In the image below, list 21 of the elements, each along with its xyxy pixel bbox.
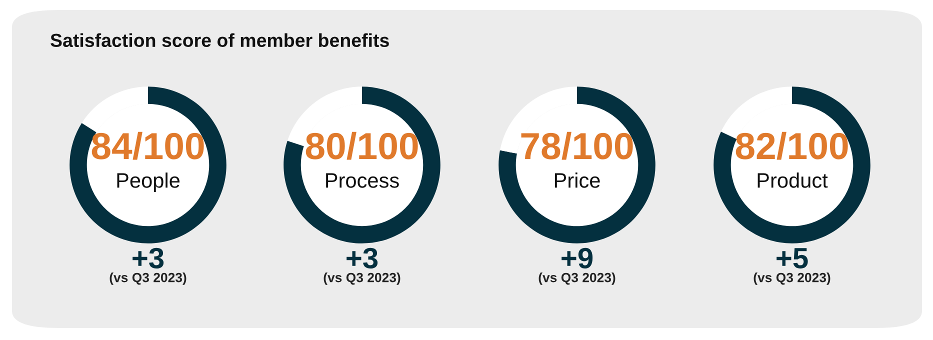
text: Product bbox=[758, 172, 828, 188]
text: (vs Q3 2023) bbox=[324, 272, 400, 285]
text: (vs Q3 2023) bbox=[754, 272, 830, 285]
donut-slice bbox=[714, 86, 870, 244]
donut-slice bbox=[70, 86, 226, 244]
text: 80/100 bbox=[306, 132, 418, 160]
donut-slice bbox=[284, 86, 440, 244]
text: +3 bbox=[346, 248, 378, 269]
chart-title: Satisfaction score of member benefits bbox=[50, 33, 389, 48]
text: Price bbox=[554, 172, 600, 188]
text: +5 bbox=[776, 248, 808, 268]
text: (vs Q3 2023) bbox=[538, 272, 616, 285]
donut-slice bbox=[498, 86, 656, 244]
text: +9 bbox=[562, 248, 593, 268]
text: (vs Q3 2023) bbox=[110, 272, 186, 285]
text: People bbox=[117, 172, 180, 192]
text: 82/100 bbox=[736, 132, 848, 160]
text: +3 bbox=[132, 248, 164, 269]
text: Process bbox=[326, 173, 399, 188]
text: 84/100 bbox=[92, 132, 204, 160]
text: 78/100 bbox=[521, 132, 633, 160]
